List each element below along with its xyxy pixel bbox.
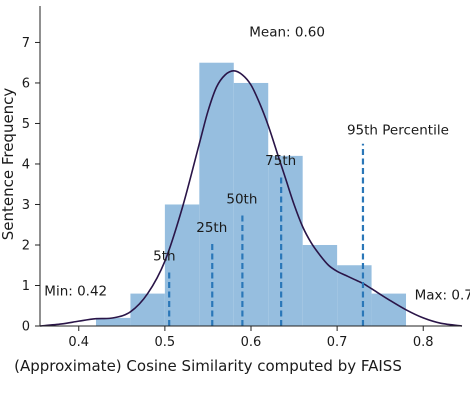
kde-curve [39, 70, 463, 327]
percentile-label-4: 95th Percentile [347, 123, 449, 139]
y-tick-label-4: 4 [22, 157, 30, 172]
y-tick-label-6: 6 [22, 76, 30, 91]
percentile-label-1: 25th [196, 220, 227, 236]
y-tick-label-0: 0 [22, 320, 30, 335]
x-tick-label-4: 0.8 [413, 335, 434, 350]
annotations: Mean: 0.60 Min: 0.42 Max: 0.78 [44, 24, 470, 303]
y-tick-label-2: 2 [22, 238, 30, 253]
x-tick-label-2: 0.6 [241, 335, 262, 350]
x-tick-label-1: 0.5 [155, 335, 176, 350]
y-axis-label: Sentence Frequency [0, 88, 17, 241]
y-tick-label-1: 1 [22, 279, 30, 294]
percentile-markers: 5th 25th 50th 75th 95th Percentile [153, 123, 449, 326]
annotation-2: Max: 0.78 [415, 288, 470, 304]
annotation-1: Min: 0.42 [44, 284, 107, 300]
y-tick-label-5: 5 [22, 117, 30, 132]
percentile-label-0: 5th [153, 248, 175, 264]
histogram-bars [95, 62, 407, 326]
histogram-bar-1 [130, 293, 165, 326]
kde-curve-group [39, 70, 463, 327]
percentile-label-3: 75th [265, 153, 296, 169]
x-tick-label-0: 0.4 [68, 335, 89, 350]
y-tick-label-7: 7 [22, 36, 30, 51]
histogram-bar-2 [164, 204, 200, 326]
histogram-bar-0 [95, 317, 131, 326]
x-axis-label: (Approximate) Cosine Similarity computed… [14, 357, 402, 375]
histogram-bar-6 [302, 244, 338, 326]
histogram-bar-8 [371, 293, 407, 326]
y-tick-label-3: 3 [22, 198, 30, 213]
annotation-0: Mean: 0.60 [249, 24, 325, 40]
histogram-bar-4 [233, 82, 269, 326]
histogram-bar-7 [337, 265, 372, 326]
histogram-bar-3 [199, 62, 234, 326]
histogram-bar-5 [268, 155, 303, 326]
axes: 0.4 0.5 0.6 0.7 0.8 0 1 2 3 4 5 6 7 [22, 6, 462, 350]
x-tick-label-3: 0.7 [327, 335, 348, 350]
percentile-label-2: 50th [226, 192, 257, 208]
